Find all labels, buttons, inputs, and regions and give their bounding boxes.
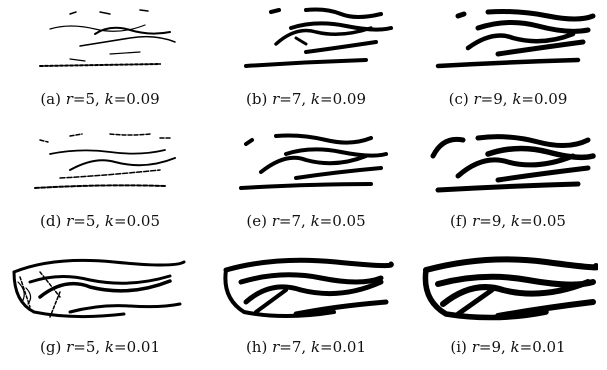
caption-c: (c) r=9, k=0.09 [448, 90, 568, 108]
crack-image-f [430, 134, 596, 193]
crack-image-e [239, 133, 388, 190]
panel-f: (f) r=9, k=0.05 [418, 126, 598, 238]
crack-image-i [422, 256, 598, 321]
caption-d: (d) r=5, k=0.05 [39, 212, 160, 230]
panel-g: (g) r=5, k=0.01 [10, 252, 190, 364]
caption-h: (h) r=7, k=0.01 [245, 338, 367, 356]
panel-h: (h) r=7, k=0.01 [216, 252, 396, 364]
caption-a: (a) r=5, k=0.09 [40, 90, 160, 108]
caption-g: (g) r=5, k=0.01 [39, 338, 160, 356]
panel-e: (e) r=7, k=0.05 [216, 126, 396, 238]
crack-image-h [223, 257, 394, 318]
panel-a: (a) r=5, k=0.09 [10, 4, 190, 116]
caption-i: (i) r=9, k=0.01 [450, 338, 566, 356]
caption-e: (e) r=7, k=0.05 [246, 212, 366, 230]
panel-d: (d) r=5, k=0.05 [10, 126, 190, 238]
crack-image-b [244, 7, 393, 68]
caption-b: (b) r=7, k=0.09 [245, 90, 366, 108]
crack-image-d [34, 133, 176, 189]
panel-c: (c) r=9, k=0.09 [418, 4, 598, 116]
crack-image-c [435, 9, 596, 69]
panel-b: (b) r=7, k=0.09 [216, 4, 396, 116]
caption-f: (f) r=9, k=0.05 [450, 212, 566, 230]
panel-i: (i) r=9, k=0.01 [418, 252, 598, 364]
crack-image-g [12, 258, 186, 319]
crack-image-a [39, 9, 176, 67]
